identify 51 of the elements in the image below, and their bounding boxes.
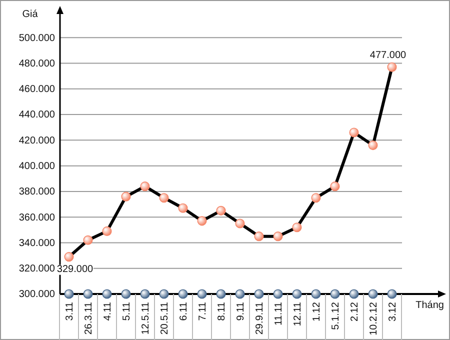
x-tick-label: 9.11: [236, 302, 246, 321]
point: [292, 289, 302, 299]
point: [64, 289, 74, 299]
point: [311, 289, 321, 299]
x-tick-label: 20.5.11: [160, 302, 170, 335]
x-tick-label: 7.11: [198, 302, 208, 321]
point: [102, 289, 112, 299]
x-tick-label: 3.12: [388, 302, 398, 322]
data-label: 329.000: [56, 264, 94, 275]
y-tick-label: 320.000: [18, 264, 56, 275]
x-tick-label: 1.12: [312, 302, 322, 322]
x-tick-label: 11.11: [274, 302, 284, 326]
point: [254, 289, 264, 299]
y-tick-label: 480.000: [18, 58, 56, 70]
x-tick-label: 3.11: [64, 302, 76, 321]
x-axis-title: Tháng: [416, 300, 444, 311]
y-tick-label: 500.000: [18, 32, 56, 44]
point: [273, 289, 283, 299]
point: [368, 289, 378, 299]
x-tick-label: 12.11: [292, 302, 304, 326]
point: [140, 289, 150, 299]
y-tick-label: 380.000: [18, 186, 56, 198]
point: [83, 289, 93, 299]
x-tick-label: 8.11: [216, 302, 228, 321]
y-tick-label: 460.000: [18, 84, 56, 96]
y-tick-label: 340.000: [18, 238, 56, 249]
x-tick-label: 10.2.12: [368, 302, 380, 336]
x-tick-label: 4.11: [102, 302, 114, 321]
y-tick-label: 440.000: [18, 110, 56, 121]
y-tick-label: 300.000: [18, 289, 56, 300]
y-tick-label: 420.000: [18, 135, 56, 146]
point: [387, 289, 397, 299]
data-label: 477.000: [370, 50, 407, 62]
point: [159, 289, 169, 299]
point: [216, 289, 226, 299]
y-tick-label: 360.000: [18, 212, 56, 224]
x-tick-label: 12.5.11: [140, 302, 152, 335]
x-tick-label: 5.1.12: [330, 302, 342, 330]
point: [121, 289, 131, 299]
x-tick-label: 26.3.11: [84, 302, 94, 335]
y-tick-label: 400.000: [18, 161, 56, 172]
point: [349, 289, 359, 299]
point: [178, 289, 188, 299]
point: [330, 289, 340, 299]
x-tick-label: 2.12: [350, 302, 360, 322]
point: [197, 289, 207, 299]
x-tick-label: 5.11: [122, 302, 132, 321]
x-tick-label: 6.11: [178, 302, 190, 321]
point: [235, 289, 245, 299]
y-axis-title: Giá: [22, 9, 38, 20]
x-tick-label: 29.9.11: [254, 302, 266, 335]
